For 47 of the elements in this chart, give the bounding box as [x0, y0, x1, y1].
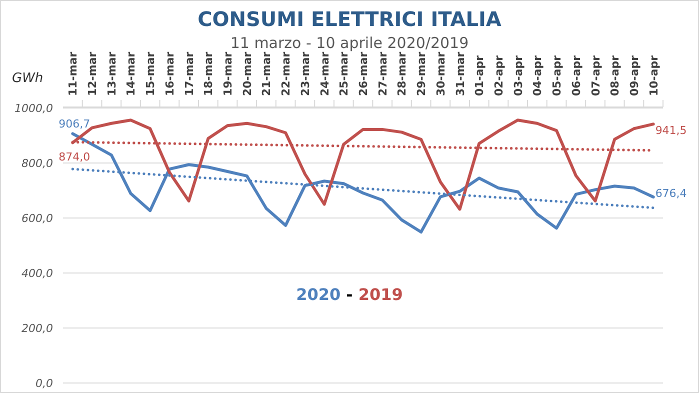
x-tick-label: 21-mar: [260, 51, 274, 96]
annotation: -: [340, 285, 358, 304]
x-tick-label: 13-mar: [105, 51, 118, 96]
data-label: 874,0: [58, 150, 90, 164]
x-tick-label: 19-mar: [222, 51, 235, 96]
y-tick-label: 400,0: [22, 267, 53, 280]
data-label: 906,7: [58, 118, 90, 131]
x-tick-label: 22-mar: [280, 51, 293, 96]
data-label: 676,4: [655, 186, 687, 200]
x-tick-label: 29-mar: [415, 51, 428, 96]
x-tick-label: 28-mar: [396, 51, 409, 96]
x-tick-label: 02-apr: [492, 54, 506, 96]
x-tick-label: 15-mar: [144, 51, 158, 96]
x-tick-label: 31-mar: [454, 51, 467, 96]
data-label: 941,5: [655, 124, 687, 138]
x-tick-label: 11-mar: [66, 51, 80, 96]
x-tick-label: 03-apr: [512, 54, 525, 96]
x-tick-label: 12-mar: [86, 51, 100, 96]
x-tick-label: 17-mar: [182, 51, 196, 96]
y-tick-label: 1000,0: [14, 102, 53, 115]
x-tick-label: 14-mar: [124, 51, 138, 96]
x-tick-label: 01-apr: [473, 54, 486, 96]
x-tick-label: 10-apr: [647, 54, 660, 96]
y-tick-label: 0,0: [36, 377, 53, 390]
chart-subtitle: 11 marzo - 10 aprile 2020/2019: [230, 34, 469, 52]
text: 2019: [358, 285, 403, 304]
y-tick-label: 200,0: [22, 322, 53, 335]
x-tick-label: 05-apr: [550, 54, 564, 96]
x-tick-label: 23-mar: [298, 51, 312, 96]
x-tick-label: 04-apr: [531, 54, 544, 96]
x-tick-label: 20-mar: [240, 51, 254, 96]
x-tick-label: 25-mar: [338, 51, 351, 96]
y-tick-label: 800,0: [22, 157, 53, 170]
text: 2020: [296, 285, 341, 304]
x-tick-label: 30-mar: [434, 51, 448, 96]
x-tick-label: 27-mar: [376, 51, 390, 96]
x-tick-label: 24-mar: [318, 51, 332, 96]
x-tick-label: 09-apr: [628, 54, 641, 96]
y-axis-title: GWh: [12, 71, 44, 86]
chart-title: CONSUMI ELETTRICI ITALIA: [198, 7, 502, 31]
x-tick-label: 16-mar: [163, 51, 176, 96]
x-tick-label: 08-apr: [608, 54, 622, 96]
x-tick-label: 07-apr: [589, 54, 602, 96]
x-tick-label: 26-mar: [357, 51, 370, 96]
x-tick-label: 18-mar: [202, 51, 216, 96]
x-tick-label: 06-apr: [570, 54, 583, 96]
y-tick-label: 600,0: [22, 212, 53, 225]
